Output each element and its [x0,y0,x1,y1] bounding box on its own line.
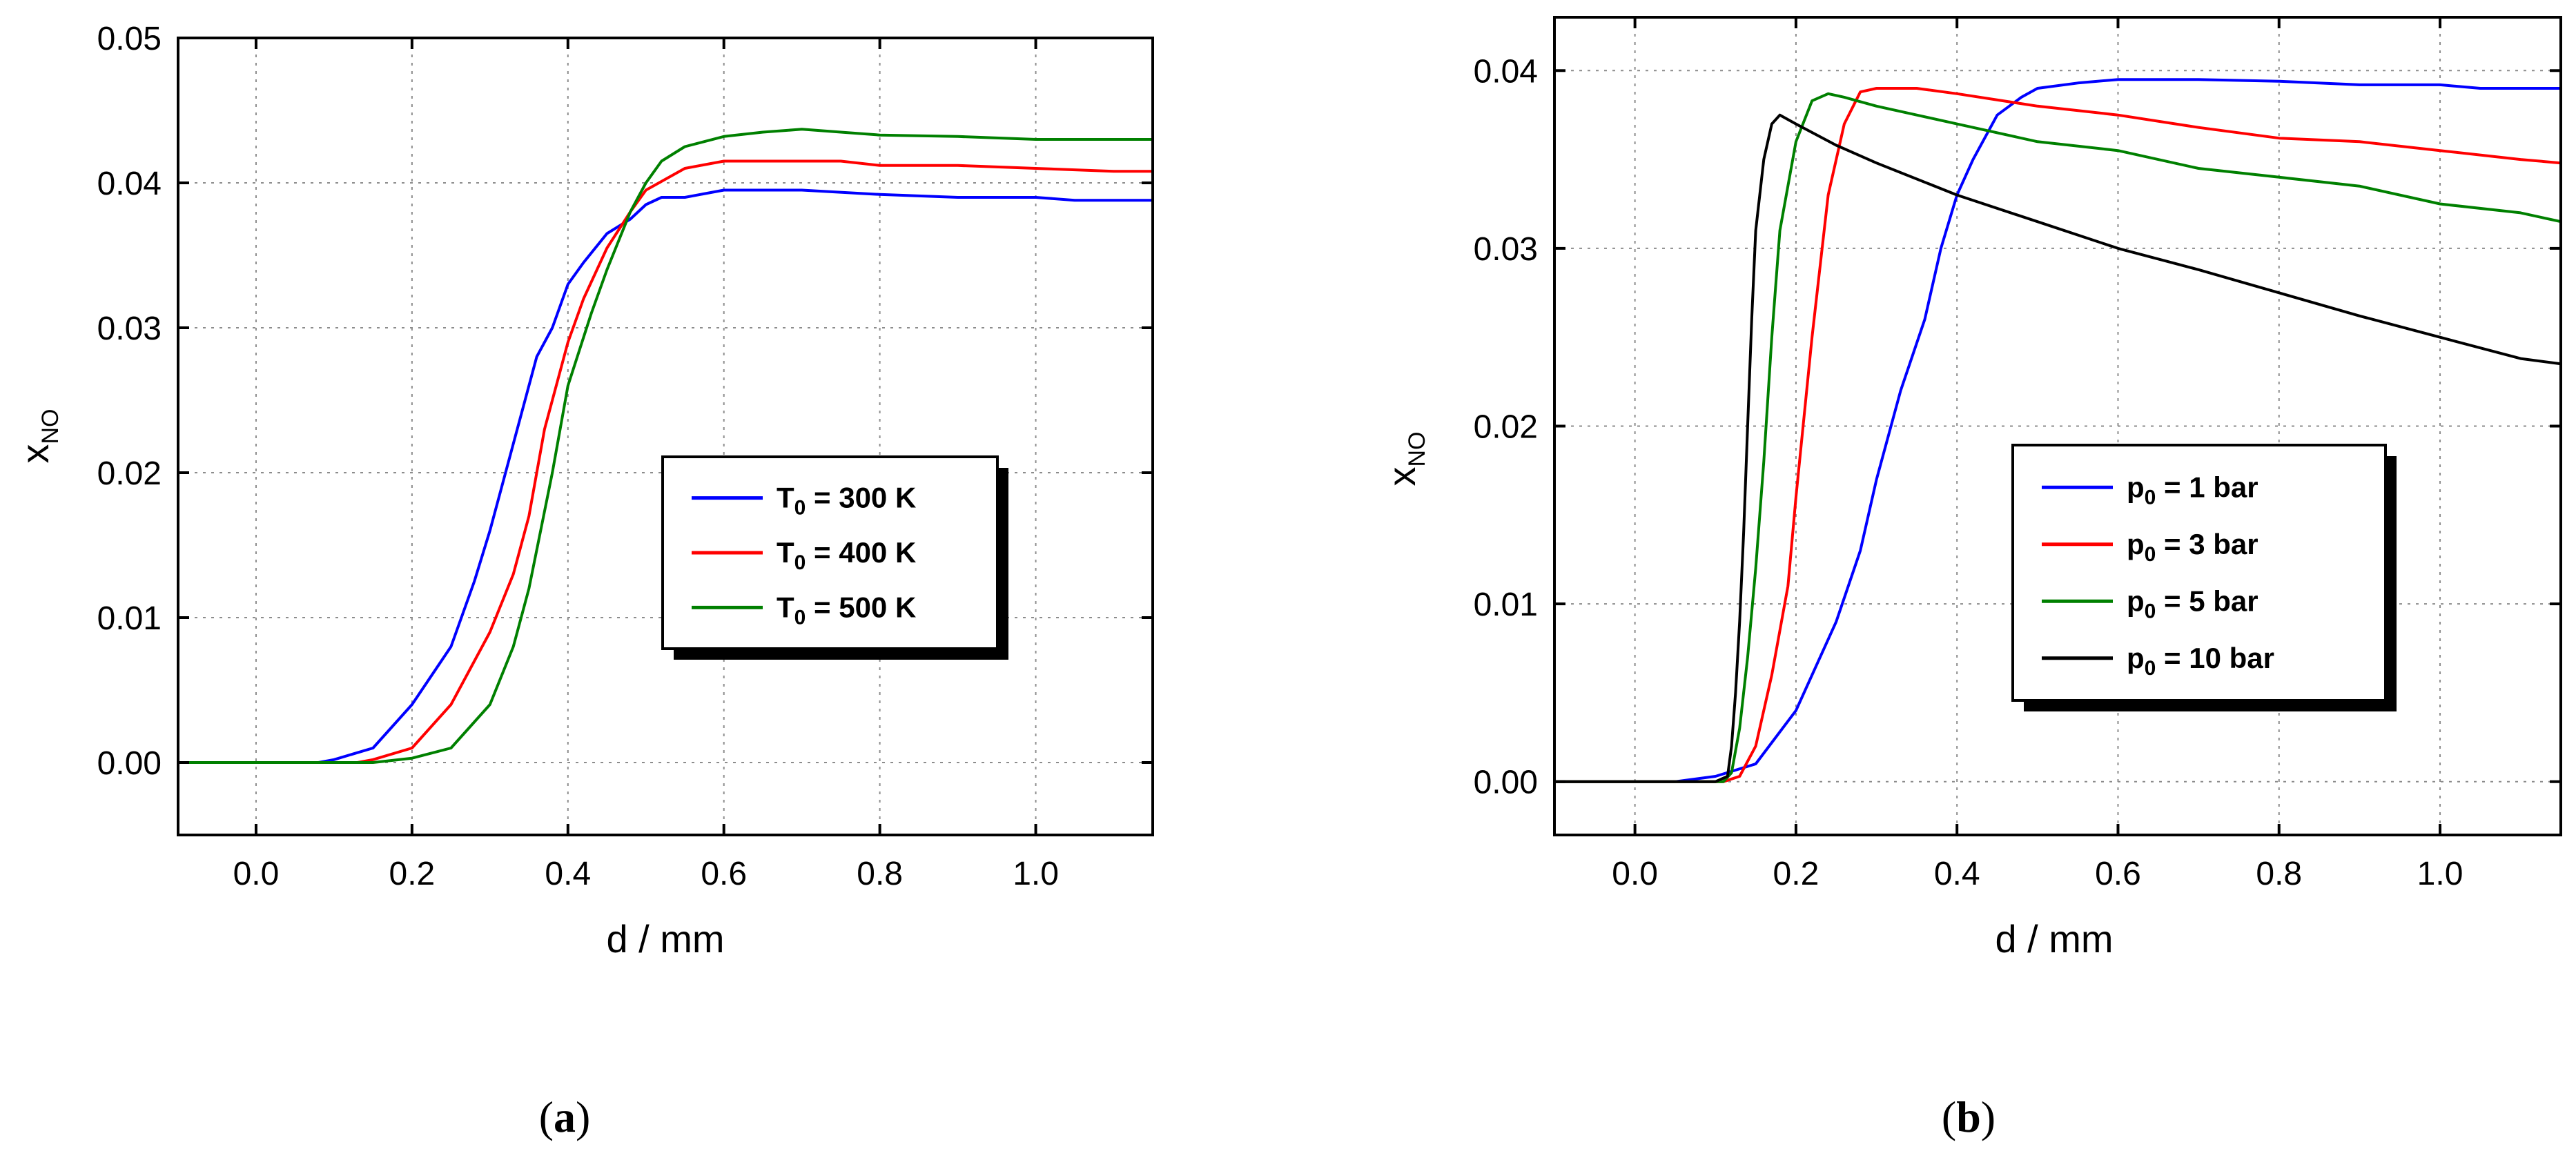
chart-b-y-tick-label: 0.01 [1474,587,1538,623]
chart-a-y-axis-label: xNO [13,409,64,464]
chart-b-legend-label-2: p0 = 5 bar [2127,584,2258,622]
chart-a-x-tick-label: 0.0 [233,856,280,892]
chart-panel-b: 0.0 0.2 0.4 0.6 0.8 1.0 0.00 0.01 0.02 0.03 0.04 d … [1380,16,2562,1141]
chart-a-x-tick-label: 0.2 [389,856,436,892]
chart-a-y-tick-label: 0.00 [97,745,162,782]
chart-b-x-tick-label: 0.4 [1934,856,1980,892]
chart-b-series-line-3 [1554,113,2561,783]
chart-b-legend-label-3: p0 = 10 bar [2127,642,2274,680]
chart-b-legend-label-0: p0 = 1 bar [2127,471,2258,509]
chart-a-series-line-1 [178,159,1153,764]
chart-b-y-tick-label: 0.02 [1474,409,1538,446]
chart-b-y-axis-label: xNO [1380,432,1430,486]
chart-b-legend-label-1: p0 = 3 bar [2127,528,2258,566]
chart-b-series-line-2 [1554,92,2561,783]
chart-a-caption: (a) [539,1092,591,1141]
chart-b-y-tick-label: 0.04 [1474,53,1538,90]
chart-a-y-tick-label: 0.05 [97,21,162,57]
chart-b-x-tick-label: 0.0 [1612,856,1658,892]
chart-b-caption: (b) [1942,1092,1996,1141]
chart-a-series-line-2 [178,128,1153,764]
chart-a-x-tick-label: 0.4 [545,856,591,892]
chart-b-legend: p0 = 1 bar p0 = 3 bar p0 = 5 bar p0 = 10 ba… [2011,444,2397,711]
chart-a-legend-label-0: T0 = 300 K [777,482,916,520]
chart-b-series-line-1 [1554,87,2561,783]
chart-b-y-tick-label: 0.00 [1474,765,1538,801]
chart-b-x-tick-label: 0.2 [1773,856,1819,892]
chart-a-x-axis-label: d / mm [606,917,724,961]
chart-a-legend-label-1: T0 = 400 K [777,536,916,574]
chart-a-x-tick-label: 1.0 [1013,856,1059,892]
chart-a-series-line-0 [178,188,1153,764]
chart-b-x-tick-label: 0.8 [2256,856,2302,892]
chart-a-y-tick-label: 0.02 [97,455,162,492]
chart-a-x-tick-label: 0.6 [701,856,747,892]
chart-b-series-line-0 [1554,78,2561,783]
chart-panel-a: 0.0 0.2 0.4 0.6 0.8 1.0 0.00 0.01 0.02 0.03 0.04 0.… [13,21,1154,1141]
chart-b-x-tick-label: 0.6 [2095,856,2141,892]
chart-a-legend-label-2: T0 = 500 K [777,591,916,629]
chart-a-x-tick-label: 0.8 [857,856,903,892]
chart-a-y-tick-label: 0.04 [97,166,162,202]
chart-b-y-tick-label: 0.03 [1474,231,1538,268]
chart-a-y-tick-label: 0.01 [97,600,162,637]
chart-a-legend: T0 = 300 K T0 = 400 K T0 = 500 K [661,455,1008,660]
chart-b-x-axis-label: d / mm [1995,917,2113,961]
chart-a-y-tick-label: 0.03 [97,311,162,347]
chart-b-x-tick-label: 1.0 [2417,856,2463,892]
chart-a-plot-frame [177,37,1154,836]
